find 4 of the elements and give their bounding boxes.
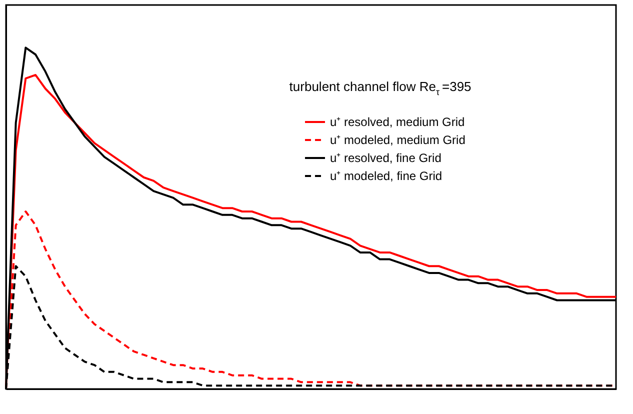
legend-label: u⁺ resolved, fine Grid — [330, 151, 442, 165]
legend-label: u⁺ modeled, fine Grid — [330, 169, 442, 183]
legend-label: u⁺ resolved, medium Grid — [330, 115, 465, 129]
legend-label: u⁺ modeled, medium Grid — [330, 133, 466, 147]
